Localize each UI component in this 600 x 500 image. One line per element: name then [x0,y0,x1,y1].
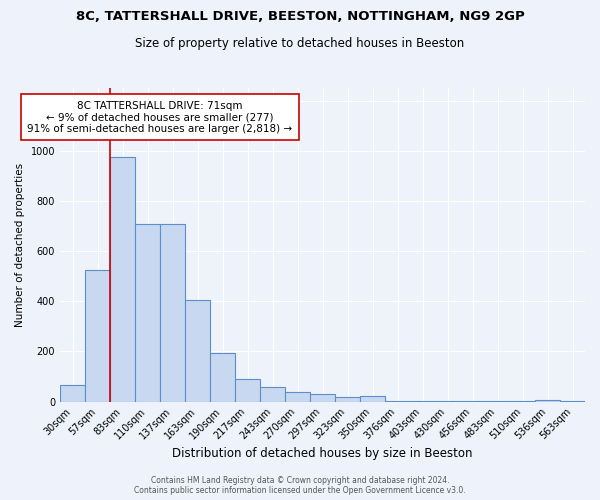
Text: Contains HM Land Registry data © Crown copyright and database right 2024.
Contai: Contains HM Land Registry data © Crown c… [134,476,466,495]
Bar [560,401,585,402]
Bar [135,224,160,402]
Bar [435,401,460,402]
Bar [260,387,285,402]
X-axis label: Distribution of detached houses by size in Beeston: Distribution of detached houses by size … [172,447,473,460]
Bar [535,400,560,402]
Bar [285,392,310,402]
Bar [210,352,235,402]
Bar [235,379,260,402]
Bar [460,401,485,402]
Text: 8C TATTERSHALL DRIVE: 71sqm
← 9% of detached houses are smaller (277)
91% of sem: 8C TATTERSHALL DRIVE: 71sqm ← 9% of deta… [28,100,293,134]
Bar [410,401,435,402]
Bar [335,398,360,402]
Bar [110,157,135,402]
Bar [160,224,185,402]
Bar [310,394,335,402]
Bar [185,300,210,402]
Text: Size of property relative to detached houses in Beeston: Size of property relative to detached ho… [136,38,464,51]
Bar [385,400,410,402]
Bar [85,270,110,402]
Text: 8C, TATTERSHALL DRIVE, BEESTON, NOTTINGHAM, NG9 2GP: 8C, TATTERSHALL DRIVE, BEESTON, NOTTINGH… [76,10,524,23]
Bar [360,396,385,402]
Bar [60,386,85,402]
Bar [510,401,535,402]
Y-axis label: Number of detached properties: Number of detached properties [15,163,25,327]
